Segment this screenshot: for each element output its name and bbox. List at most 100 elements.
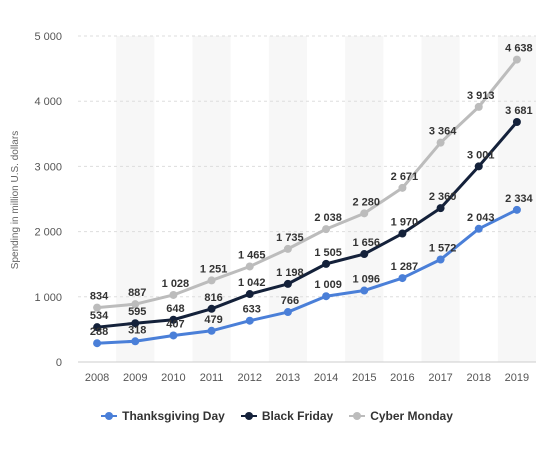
data-label-cyber-monday: 1 251 [200,263,228,275]
data-label-black-friday: 1 970 [391,217,419,229]
legend-label: Black Friday [261,409,334,423]
x-tick-label: 2008 [85,372,109,384]
data-label-cyber-monday: 1 028 [162,278,190,290]
data-point-thanksgiving-day[interactable] [283,308,292,317]
data-label-thanksgiving-day: 2 043 [467,212,495,224]
data-point-thanksgiving-day[interactable] [512,205,521,214]
data-label-thanksgiving-day: 766 [281,295,299,307]
data-label-cyber-monday: 2 671 [391,171,419,183]
legend-item-black-friday[interactable]: Black Friday [240,409,334,423]
data-label-cyber-monday: 4 638 [505,43,533,55]
data-point-cyber-monday[interactable] [322,225,331,234]
y-axis-label: Spending in million U.S. dollars [10,131,21,269]
series-line-thanksgiving-day [97,208,518,345]
data-point-black-friday[interactable] [169,315,178,324]
x-tick-label: 2018 [467,372,491,384]
x-tick-label: 2019 [505,372,529,384]
data-point-black-friday[interactable] [512,117,521,126]
data-label-cyber-monday: 2 038 [314,212,342,224]
legend-label: Cyber Monday [370,409,453,423]
data-point-thanksgiving-day[interactable] [245,316,254,325]
data-label-thanksgiving-day: 479 [204,314,222,326]
data-point-black-friday[interactable] [283,279,292,288]
data-label-black-friday: 3 001 [467,149,495,161]
x-tick-label: 2015 [352,372,376,384]
data-label-thanksgiving-day: 633 [243,304,261,316]
data-label-cyber-monday: 3 913 [467,90,495,102]
y-axis: 0 1 000 2 000 3 000 4 000 5 000 [34,31,62,369]
data-point-black-friday[interactable] [474,162,483,171]
data-label-thanksgiving-day: 1 009 [314,279,342,291]
y-tick-label: 5 000 [34,31,62,43]
x-tick-label: 2010 [161,372,185,384]
legend-label: Thanksgiving Day [122,409,225,423]
data-label-cyber-monday: 887 [128,287,146,299]
data-point-black-friday[interactable] [436,204,445,213]
y-tick-label: 4 000 [34,96,62,108]
column-band [497,36,536,362]
data-point-black-friday[interactable] [398,229,407,238]
data-point-thanksgiving-day[interactable] [169,331,178,340]
data-label-cyber-monday: 834 [90,291,109,303]
data-label-thanksgiving-day: 1 287 [391,261,419,273]
data-label-cyber-monday: 1 465 [238,249,266,261]
series-lines [93,55,521,348]
data-point-black-friday[interactable] [207,304,216,313]
data-point-thanksgiving-day[interactable] [474,224,483,233]
data-point-cyber-monday[interactable] [245,262,254,271]
data-label-black-friday: 1 505 [314,247,342,259]
gridlines [78,35,536,363]
column-band [345,36,384,362]
y-tick-label: 1 000 [34,292,62,304]
legend-item-cyber-monday[interactable]: Cyber Monday [349,409,453,423]
data-point-cyber-monday[interactable] [283,244,292,253]
data-point-thanksgiving-day[interactable] [436,255,445,264]
legend-swatch [240,411,257,421]
legend-swatch [349,411,366,421]
data-label-thanksgiving-day: 407 [166,318,184,330]
data-point-cyber-monday[interactable] [131,300,140,309]
data-label-black-friday: 648 [166,303,184,315]
data-point-cyber-monday[interactable] [474,102,483,111]
data-label-cyber-monday: 2 280 [352,196,380,208]
data-point-thanksgiving-day[interactable] [360,286,369,295]
data-point-thanksgiving-day[interactable] [207,326,216,335]
data-label-black-friday: 2 360 [429,191,457,203]
data-point-cyber-monday[interactable] [512,55,521,64]
x-tick-label: 2013 [276,372,300,384]
data-point-cyber-monday[interactable] [207,276,216,285]
data-point-cyber-monday[interactable] [169,290,178,299]
data-point-cyber-monday[interactable] [436,138,445,147]
data-point-black-friday[interactable] [360,250,369,259]
x-tick-label: 2014 [314,372,338,384]
data-point-cyber-monday[interactable] [360,209,369,218]
x-tick-label: 2012 [238,372,262,384]
data-label-thanksgiving-day: 2 334 [505,193,533,205]
data-label-thanksgiving-day: 1 572 [429,243,457,255]
data-point-thanksgiving-day[interactable] [131,337,140,346]
legend-swatch [101,411,118,421]
data-point-cyber-monday[interactable] [398,183,407,192]
series-line-cyber-monday [96,58,519,310]
data-point-black-friday[interactable] [245,290,254,299]
data-label-cyber-monday: 1 735 [276,232,304,244]
column-band [421,36,460,362]
y-tick-label: 0 [56,357,62,369]
column-bands [116,36,536,362]
data-label-black-friday: 816 [204,292,222,304]
data-point-black-friday[interactable] [131,319,140,328]
data-point-black-friday[interactable] [93,323,102,332]
data-label-black-friday: 1 198 [276,267,304,279]
data-point-thanksgiving-day[interactable] [398,274,407,283]
data-label-thanksgiving-day: 288 [90,326,108,338]
data-point-cyber-monday[interactable] [93,303,102,312]
data-point-thanksgiving-day[interactable] [93,339,102,348]
data-label-cyber-monday: 3 364 [429,126,457,138]
data-label-thanksgiving-day: 1 096 [352,274,380,286]
data-point-black-friday[interactable] [322,259,331,268]
x-tick-label: 2009 [123,372,147,384]
y-tick-label: 2 000 [34,227,62,239]
data-point-thanksgiving-day[interactable] [322,292,331,301]
legend-item-thanksgiving-day[interactable]: Thanksgiving Day [101,409,225,423]
